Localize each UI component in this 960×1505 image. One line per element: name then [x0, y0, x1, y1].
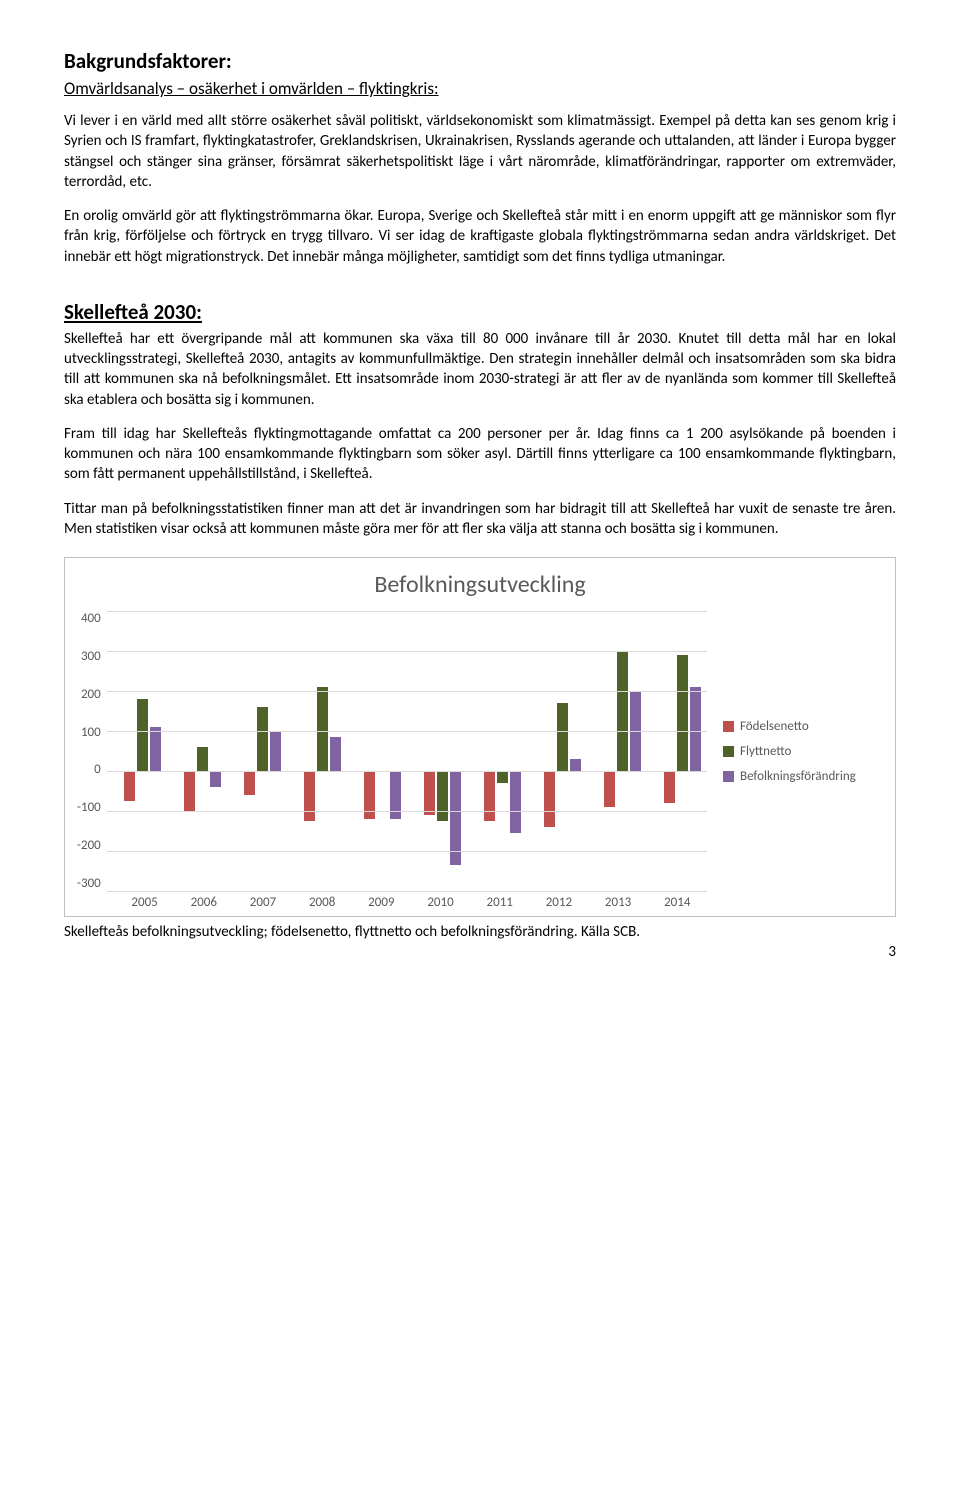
y-tick-label: -100 — [77, 800, 101, 815]
gridline — [107, 691, 707, 692]
bar-födelsenetto — [244, 771, 255, 795]
chart-x-axis: 2005 2006 2007 2008 2009 2010 2011 2012 2013 2014 — [77, 895, 883, 910]
bar-befolkningsförändring — [570, 759, 581, 771]
chart-plot-area — [107, 611, 707, 891]
year-group — [167, 611, 227, 891]
y-tick-label: -300 — [77, 876, 101, 891]
chart-legend: Födelsenetto Flyttnetto Befolkningsförändr… — [707, 611, 883, 891]
bar-födelsenetto — [424, 771, 435, 815]
legend-label: Födelsenetto — [740, 719, 809, 734]
bar-födelsenetto — [124, 771, 135, 801]
section2-title: Skellefteå 2030: — [64, 299, 896, 325]
bar-flyttnetto — [557, 703, 568, 771]
year-group — [407, 611, 467, 891]
bar-födelsenetto — [304, 771, 315, 821]
y-tick-label: 300 — [81, 649, 101, 664]
chart-title: Befolkningsutveckling — [77, 570, 883, 599]
gridline — [107, 731, 707, 732]
chart-caption: Skellefteås befolkningsutveckling; födel… — [64, 923, 896, 941]
y-tick-label: -200 — [77, 838, 101, 853]
year-group — [587, 611, 647, 891]
x-tick-label: 2013 — [605, 895, 631, 910]
y-tick-label: 200 — [81, 687, 101, 702]
bar-flyttnetto — [497, 771, 508, 783]
gridline — [107, 611, 707, 612]
x-tick-label: 2005 — [131, 895, 157, 910]
bar-befolkningsförändring — [510, 771, 521, 833]
year-group — [647, 611, 707, 891]
x-tick-label: 2011 — [487, 895, 513, 910]
year-group — [347, 611, 407, 891]
gridline — [107, 811, 707, 812]
bar-flyttnetto — [437, 771, 448, 821]
section1-subtitle: Omvärldsanalys – osäkerhet i omvärlden –… — [64, 78, 896, 99]
bar-födelsenetto — [604, 771, 615, 807]
bar-flyttnetto — [137, 699, 148, 771]
bar-flyttnetto — [677, 655, 688, 771]
population-chart: Befolkningsutveckling 400 300 200 100 0 -100 -… — [64, 557, 896, 917]
legend-label: Flyttnetto — [740, 744, 791, 759]
section2-p3: Tittar man på befolkningsstatistiken fin… — [64, 499, 896, 540]
page-number: 3 — [64, 943, 896, 961]
bar-flyttnetto — [257, 707, 268, 771]
year-group — [107, 611, 167, 891]
bar-flyttnetto — [197, 747, 208, 771]
gridline — [107, 651, 707, 652]
section1-p1: Vi lever i en värld med allt större osäk… — [64, 111, 896, 192]
legend-item: Befolkningsförändring — [723, 769, 883, 784]
bar-födelsenetto — [484, 771, 495, 821]
year-group — [287, 611, 347, 891]
bar-befolkningsförändring — [150, 727, 161, 771]
legend-swatch — [723, 771, 734, 782]
year-group — [227, 611, 287, 891]
section2-p2: Fram till idag har Skellefteås flyktingm… — [64, 424, 896, 485]
year-group — [527, 611, 587, 891]
year-group — [467, 611, 527, 891]
section2-p1: Skellefteå har ett övergripande mål att … — [64, 329, 896, 410]
gridline — [107, 771, 707, 772]
x-tick-label: 2009 — [368, 895, 394, 910]
bar-befolkningsförändring — [270, 731, 281, 771]
x-tick-label: 2006 — [191, 895, 217, 910]
legend-swatch — [723, 721, 734, 732]
y-tick-label: 0 — [94, 762, 101, 777]
bar-födelsenetto — [544, 771, 555, 827]
bar-födelsenetto — [184, 771, 195, 811]
gridline — [107, 891, 707, 892]
legend-item: Födelsenetto — [723, 719, 883, 734]
x-tick-label: 2010 — [427, 895, 453, 910]
legend-swatch — [723, 746, 734, 757]
bar-befolkningsförändring — [210, 771, 221, 787]
bar-befolkningsförändring — [330, 737, 341, 771]
section1-p2: En orolig omvärld gör att flyktingströmm… — [64, 206, 896, 267]
bar-befolkningsförändring — [690, 687, 701, 771]
x-tick-label: 2014 — [664, 895, 690, 910]
x-tick-label: 2008 — [309, 895, 335, 910]
x-tick-label: 2007 — [250, 895, 276, 910]
y-tick-label: 100 — [81, 725, 101, 740]
chart-y-axis: 400 300 200 100 0 -100 -200 -300 — [77, 611, 107, 891]
y-tick-label: 400 — [81, 611, 101, 626]
legend-label: Befolkningsförändring — [740, 769, 856, 784]
bar-flyttnetto — [617, 651, 628, 771]
section1-title: Bakgrundsfaktorer: — [64, 48, 896, 74]
legend-item: Flyttnetto — [723, 744, 883, 759]
gridline — [107, 851, 707, 852]
x-tick-label: 2012 — [546, 895, 572, 910]
bar-födelsenetto — [664, 771, 675, 803]
bar-flyttnetto — [317, 687, 328, 771]
